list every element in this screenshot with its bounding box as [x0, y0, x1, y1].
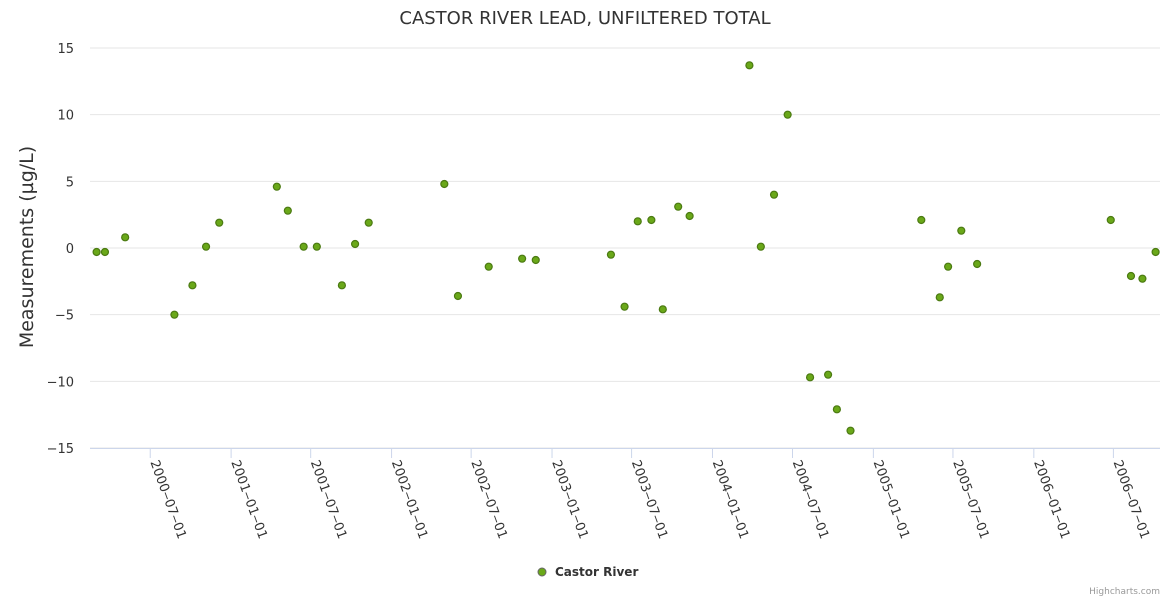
data-point[interactable]	[531, 255, 540, 265]
data-point[interactable]	[805, 373, 815, 382]
data-point[interactable]	[283, 206, 292, 215]
x-tick-labels: 2000‒07‒01 2001‒01‒01 2001‒07‒01 2002‒01‒01…	[146, 448, 1152, 541]
data-point[interactable]	[846, 426, 855, 435]
legend-marker-castor-river	[537, 567, 547, 577]
data-point[interactable]	[440, 179, 449, 189]
data-point[interactable]	[756, 242, 765, 251]
data-point[interactable]	[92, 247, 101, 257]
data-point[interactable]	[100, 247, 110, 257]
data-point[interactable]	[633, 217, 642, 226]
x-tick-label: 2003‒01‒01	[548, 458, 590, 541]
x-tick-label: 2003‒07‒01	[628, 458, 670, 541]
data-point[interactable]	[350, 239, 360, 249]
data-point[interactable]	[453, 291, 463, 301]
y-tick-label: −10	[47, 375, 74, 390]
x-tick-label: 2006‒07‒01	[1110, 458, 1152, 541]
data-point[interactable]	[783, 110, 792, 119]
data-point[interactable]	[188, 281, 197, 290]
credit-label[interactable]: Highcharts.com	[1089, 587, 1160, 597]
data-point[interactable]	[518, 254, 527, 263]
data-point[interactable]	[484, 262, 493, 271]
data-point[interactable]	[606, 250, 616, 259]
data-point[interactable]	[944, 262, 953, 271]
data-point[interactable]	[170, 310, 179, 319]
data-point[interactable]	[823, 370, 833, 379]
data-point[interactable]	[832, 405, 841, 414]
y-tick-labels: −15 −10 −5 0 5 10 15	[47, 42, 74, 457]
data-point[interactable]	[658, 305, 667, 314]
legend-label-castor-river[interactable]: Castor River	[555, 565, 638, 579]
data-point[interactable]	[674, 202, 683, 211]
data-point[interactable]	[769, 190, 779, 199]
data-point[interactable]	[647, 215, 656, 225]
x-tick-label: 2000‒07‒01	[146, 458, 188, 541]
x-tick-label: 2005‒07‒01	[949, 458, 991, 541]
data-point[interactable]	[272, 182, 281, 191]
x-tick-label: 2006‒01‒01	[1030, 458, 1072, 541]
x-tick-label: 2004‒01‒01	[709, 458, 751, 541]
y-tick-label: 5	[66, 175, 74, 190]
data-point[interactable]	[312, 242, 321, 251]
y-tick-label: 10	[57, 109, 74, 124]
data-points	[92, 61, 1160, 435]
x-tick-label: 2001‒07‒01	[307, 458, 349, 541]
data-point[interactable]	[1126, 271, 1136, 281]
data-point[interactable]	[745, 61, 754, 70]
data-point[interactable]	[973, 259, 982, 269]
data-point[interactable]	[685, 211, 694, 221]
chart-title: CASTOR RIVER LEAD, UNFILTERED TOTAL	[399, 8, 770, 29]
data-point[interactable]	[1106, 215, 1115, 225]
x-tick-label: 2004‒07‒01	[789, 458, 831, 541]
data-point[interactable]	[215, 218, 224, 227]
y-axis-label: Measurements (µg/L)	[16, 146, 38, 348]
x-tick-label: 2001‒01‒01	[227, 458, 269, 541]
data-point[interactable]	[620, 302, 629, 311]
data-point[interactable]	[364, 218, 373, 227]
x-tick-label: 2002‒07‒01	[467, 458, 509, 541]
data-point[interactable]	[121, 233, 130, 242]
y-tick-label: −15	[47, 442, 74, 457]
data-point[interactable]	[935, 293, 944, 302]
data-point[interactable]	[1151, 247, 1160, 257]
x-tick-label: 2005‒01‒01	[870, 458, 912, 541]
y-grid	[90, 47, 1160, 449]
legend[interactable]: Castor River	[537, 565, 638, 579]
data-point[interactable]	[201, 242, 211, 251]
data-point[interactable]	[957, 226, 966, 235]
y-tick-label: −5	[55, 309, 74, 324]
data-point[interactable]	[299, 242, 308, 251]
x-tick-label: 2002‒01‒01	[388, 458, 430, 541]
y-tick-label: 0	[66, 242, 74, 257]
data-point[interactable]	[337, 281, 346, 290]
data-point[interactable]	[917, 215, 926, 225]
data-point[interactable]	[1138, 274, 1147, 283]
y-tick-label: 15	[57, 42, 74, 57]
